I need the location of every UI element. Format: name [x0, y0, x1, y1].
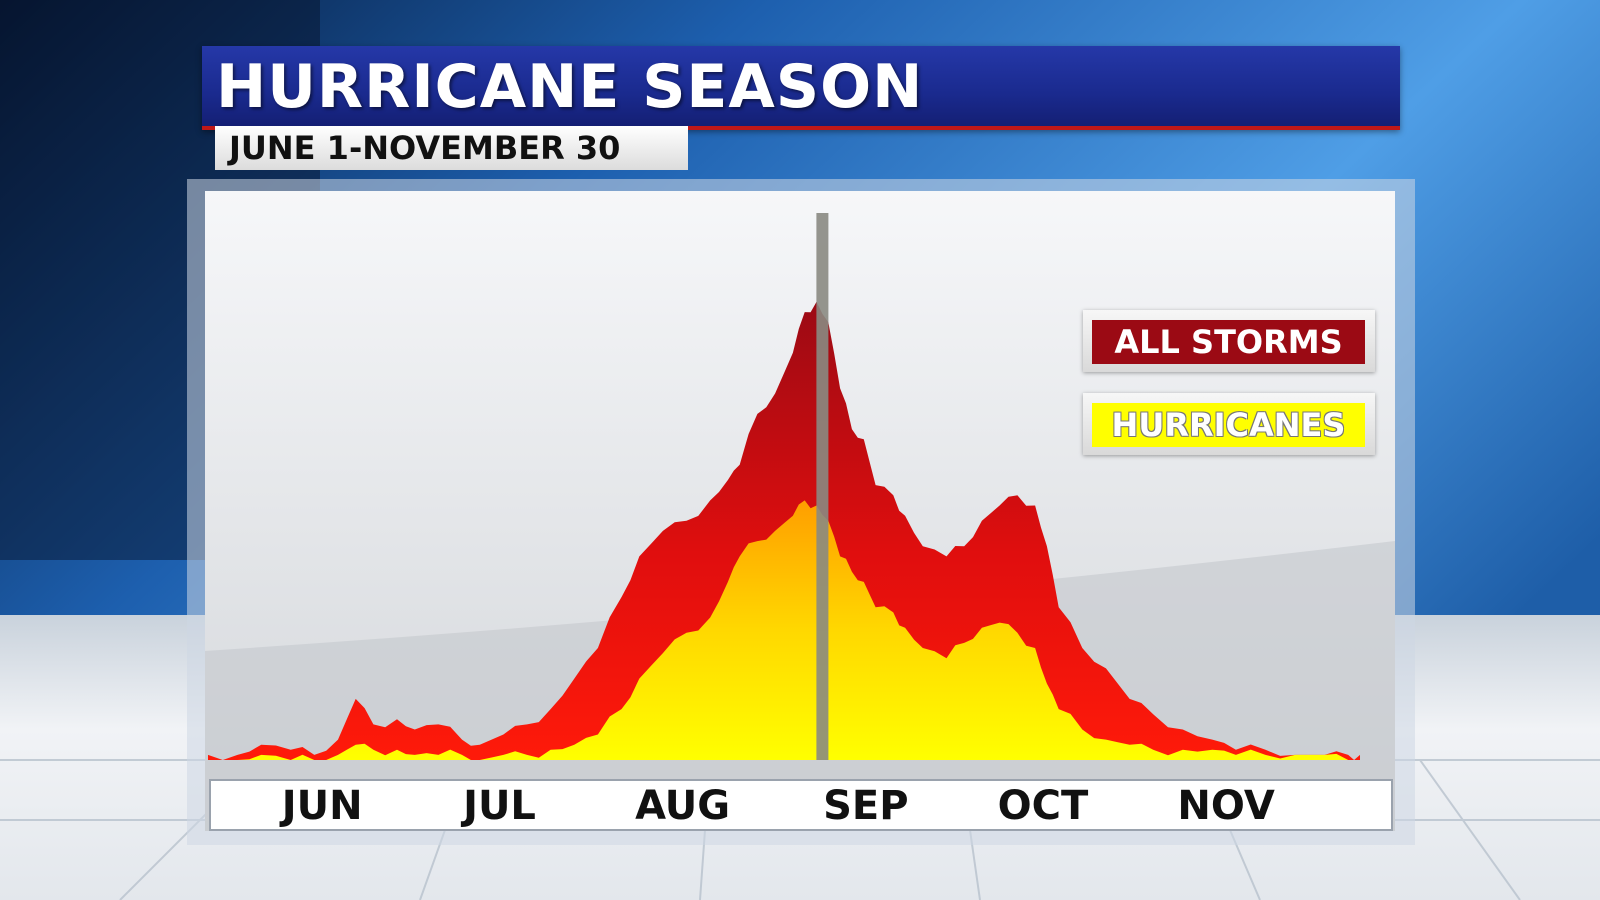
legend-label-all-storms: ALL STORMS [1092, 320, 1365, 364]
peak-marker-line [816, 213, 829, 760]
x-tick-label: NOV [1177, 783, 1275, 829]
hurricanes-area [208, 500, 1360, 760]
x-axis: JUN JUL AUG SEP OCT NOV [209, 779, 1393, 831]
title-bar: HURRICANE SEASON [202, 46, 1400, 130]
legend-entry-hurricanes: HURRICANES [1083, 393, 1375, 455]
chart-plot [205, 191, 1395, 831]
x-tick-label: SEP [823, 783, 909, 829]
legend-label-hurricanes: HURRICANES [1092, 403, 1365, 447]
x-tick-label: JUL [463, 783, 536, 829]
x-tick-label: AUG [635, 783, 731, 829]
legend-entry-all-storms: ALL STORMS [1083, 310, 1375, 372]
chart-subtitle: JUNE 1-NOVEMBER 30 [229, 129, 621, 167]
x-tick-label: OCT [997, 783, 1089, 829]
x-tick-label: JUN [281, 783, 363, 829]
chart-title: HURRICANE SEASON [216, 52, 924, 122]
subtitle-bar: JUNE 1-NOVEMBER 30 [215, 126, 688, 170]
